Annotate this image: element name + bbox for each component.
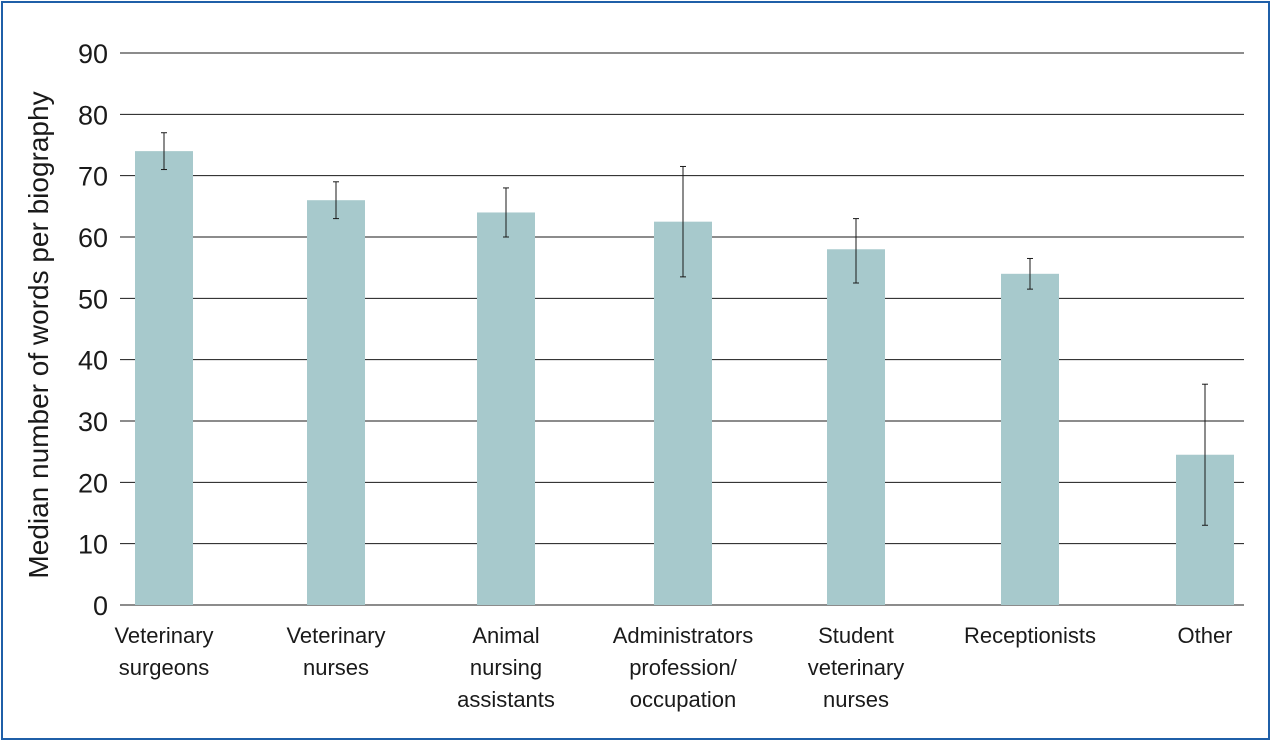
x-category-label: nurses (303, 655, 369, 680)
x-category-label: assistants (457, 687, 555, 712)
bar (307, 200, 365, 605)
y-tick-label: 50 (78, 284, 108, 314)
bar (477, 212, 535, 605)
x-category-label: Veterinary (286, 623, 385, 648)
error-bar (333, 181, 339, 220)
y-tick-label: 70 (78, 162, 108, 192)
y-axis-label: Median number of words per biography (23, 91, 54, 578)
x-category-label: profession/ (629, 655, 738, 680)
error-bars (161, 132, 1208, 526)
x-category-label: occupation (630, 687, 736, 712)
y-tick-labels: 0 10 20 30 40 50 60 70 80 90 (78, 39, 108, 621)
y-tick-label: 60 (78, 223, 108, 253)
y-tick-label: 80 (78, 100, 108, 130)
x-category-label: Veterinary (114, 623, 213, 648)
bar (1001, 273, 1059, 605)
y-tick-label: 90 (78, 39, 108, 69)
error-bar (161, 132, 167, 171)
x-category-label: Administrators (613, 623, 754, 648)
x-category-label: nursing (470, 655, 542, 680)
error-bar (680, 165, 686, 278)
x-category-label: nurses (823, 687, 889, 712)
x-category-label: Animal (472, 623, 539, 648)
x-category-label: surgeons (119, 655, 210, 680)
bars (135, 151, 1234, 605)
y-tick-label: 20 (78, 468, 108, 498)
bar (827, 249, 885, 605)
x-category-label: Student (818, 623, 894, 648)
error-bar (1027, 257, 1033, 290)
y-tick-label: 30 (78, 407, 108, 437)
y-tick-label: 10 (78, 530, 108, 560)
error-bar (853, 218, 859, 284)
x-category-labels: Veterinary surgeons Veterinary nurses Animal… (114, 623, 1232, 712)
error-bar (1202, 383, 1208, 526)
y-tick-label: 0 (93, 591, 108, 621)
x-category-label: Receptionists (964, 623, 1096, 648)
error-bar (503, 187, 509, 238)
y-tick-label: 40 (78, 346, 108, 376)
x-category-label: veterinary (808, 655, 905, 680)
bar (135, 151, 193, 605)
bar (654, 221, 712, 605)
x-category-label: Other (1177, 623, 1232, 648)
